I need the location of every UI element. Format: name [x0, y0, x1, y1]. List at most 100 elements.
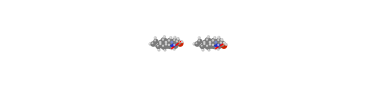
Circle shape — [170, 37, 171, 38]
Circle shape — [154, 40, 156, 42]
Circle shape — [192, 42, 196, 46]
Circle shape — [165, 41, 167, 43]
Circle shape — [207, 39, 215, 47]
Circle shape — [195, 42, 197, 44]
Circle shape — [206, 38, 208, 41]
Circle shape — [163, 35, 166, 38]
Circle shape — [152, 42, 153, 44]
Circle shape — [149, 43, 150, 44]
Circle shape — [154, 36, 157, 39]
Circle shape — [211, 42, 217, 49]
Circle shape — [212, 39, 214, 42]
Circle shape — [198, 37, 200, 38]
Circle shape — [216, 38, 222, 44]
Circle shape — [154, 37, 155, 38]
Circle shape — [209, 41, 211, 43]
Circle shape — [179, 40, 182, 43]
Circle shape — [211, 38, 217, 45]
Circle shape — [221, 42, 227, 49]
Circle shape — [163, 36, 164, 37]
Circle shape — [177, 38, 178, 39]
Circle shape — [168, 44, 170, 46]
Circle shape — [159, 41, 161, 43]
Circle shape — [158, 42, 165, 48]
Circle shape — [150, 41, 156, 47]
Circle shape — [177, 37, 180, 40]
Circle shape — [221, 39, 222, 40]
Circle shape — [220, 41, 222, 44]
Circle shape — [157, 48, 161, 52]
Circle shape — [180, 41, 181, 42]
Circle shape — [215, 48, 216, 49]
Circle shape — [203, 41, 206, 43]
Circle shape — [163, 42, 170, 49]
Circle shape — [223, 42, 225, 43]
Circle shape — [161, 37, 167, 44]
Circle shape — [164, 49, 165, 50]
Circle shape — [222, 43, 224, 46]
Circle shape — [217, 48, 220, 51]
Circle shape — [225, 44, 226, 45]
Circle shape — [220, 38, 223, 41]
Circle shape — [173, 39, 175, 41]
Circle shape — [173, 48, 176, 51]
Circle shape — [149, 42, 152, 46]
Circle shape — [170, 41, 173, 44]
Circle shape — [214, 41, 217, 44]
Circle shape — [159, 43, 161, 45]
Circle shape — [181, 41, 182, 42]
Circle shape — [201, 45, 203, 47]
Circle shape — [206, 45, 208, 47]
Circle shape — [174, 36, 175, 37]
Circle shape — [214, 37, 215, 38]
Circle shape — [213, 36, 216, 39]
Circle shape — [157, 45, 159, 47]
Circle shape — [158, 49, 159, 50]
Circle shape — [217, 36, 220, 39]
Circle shape — [162, 45, 164, 47]
Circle shape — [193, 43, 194, 44]
Circle shape — [163, 48, 167, 52]
Circle shape — [161, 43, 167, 50]
Circle shape — [165, 43, 167, 46]
Circle shape — [218, 36, 219, 37]
Circle shape — [198, 36, 201, 39]
Circle shape — [217, 48, 218, 49]
Circle shape — [216, 43, 222, 49]
Circle shape — [172, 43, 178, 49]
Circle shape — [204, 37, 211, 44]
Circle shape — [153, 39, 158, 44]
Circle shape — [170, 48, 172, 49]
Circle shape — [202, 40, 209, 47]
Circle shape — [205, 43, 211, 50]
Circle shape — [174, 36, 177, 39]
Circle shape — [203, 43, 206, 45]
Circle shape — [168, 39, 170, 42]
Circle shape — [172, 38, 178, 44]
Circle shape — [218, 40, 225, 47]
Circle shape — [181, 40, 183, 43]
Circle shape — [217, 39, 219, 41]
Circle shape — [173, 44, 175, 46]
Circle shape — [175, 39, 181, 46]
Circle shape — [169, 39, 177, 47]
Circle shape — [173, 48, 174, 49]
Circle shape — [176, 40, 178, 43]
Circle shape — [213, 39, 221, 47]
Circle shape — [170, 47, 173, 50]
Circle shape — [166, 38, 174, 45]
Circle shape — [202, 49, 203, 50]
Circle shape — [209, 43, 211, 46]
Circle shape — [178, 41, 180, 44]
Circle shape — [197, 39, 203, 44]
Circle shape — [207, 35, 210, 38]
Circle shape — [208, 49, 209, 50]
Circle shape — [223, 42, 226, 45]
Circle shape — [202, 42, 209, 48]
Circle shape — [208, 48, 211, 52]
Circle shape — [212, 44, 214, 46]
Circle shape — [225, 43, 228, 46]
Circle shape — [201, 48, 204, 52]
Circle shape — [217, 44, 219, 46]
Circle shape — [198, 40, 200, 42]
